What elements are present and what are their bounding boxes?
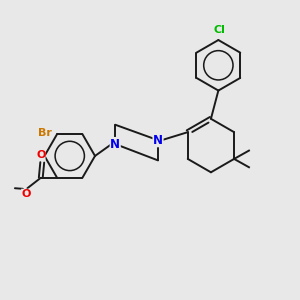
Text: N: N	[153, 134, 163, 147]
Text: N: N	[110, 138, 120, 151]
Text: Br: Br	[38, 128, 52, 138]
Text: O: O	[36, 150, 46, 160]
Text: O: O	[21, 189, 31, 199]
Text: Cl: Cl	[214, 25, 226, 35]
